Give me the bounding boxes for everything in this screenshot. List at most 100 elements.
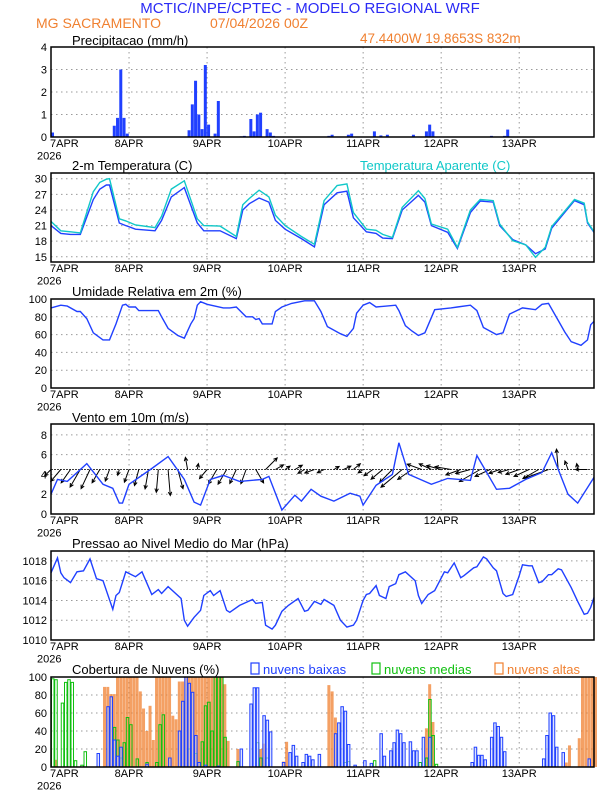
wind-arrow xyxy=(353,462,362,470)
wind-arrow xyxy=(357,469,364,474)
precip-bar xyxy=(116,117,120,137)
cloud-high-bar xyxy=(584,677,588,767)
x-tick-label: 10APR xyxy=(268,389,303,401)
precip-bar xyxy=(213,133,217,137)
cloud-high-bar xyxy=(112,694,116,767)
wind-arrow xyxy=(564,459,569,470)
cloud-low-bar xyxy=(499,736,504,768)
precip-bar xyxy=(330,134,334,137)
x-tick-label: 13APR xyxy=(502,389,537,401)
wind-arrow xyxy=(425,464,442,470)
x-tick-label: 11APR xyxy=(346,138,380,150)
wind-arrow xyxy=(363,469,374,477)
y-tick-label: 100 xyxy=(29,672,47,684)
cloud-mid-bar xyxy=(64,681,68,768)
cloud-mid-bar xyxy=(372,760,377,768)
wind-arrow xyxy=(370,469,384,480)
cloud-high-bar xyxy=(200,677,204,767)
x-tick-label: 11APR xyxy=(346,515,380,527)
precip-bar xyxy=(249,119,253,137)
cloud-low-bar xyxy=(587,758,591,768)
cloud-low-bar xyxy=(382,755,387,768)
cloud-high-bar xyxy=(129,677,133,767)
cloud-high-bar xyxy=(213,677,217,767)
y-tick-label: 0 xyxy=(41,762,47,774)
x-tick-label: 12APR xyxy=(424,389,459,401)
cloud-high-bar xyxy=(194,677,198,767)
wind-arrow xyxy=(513,469,530,477)
cloud-high-bar xyxy=(431,722,435,767)
precip-bar xyxy=(259,112,263,137)
wind-arrow xyxy=(217,469,228,486)
cloud-legend-mid: nuvens medias xyxy=(371,662,472,677)
pressure-panel: 1010 1012 1014 1016 1018 7APR 8APR 9APR 10APR 11A… xyxy=(23,550,595,666)
cloud-high-bar xyxy=(174,719,178,767)
cloud-high-bar xyxy=(330,691,334,767)
cloud-low-bar xyxy=(177,730,182,768)
x-tick-label: 8APR xyxy=(115,768,144,780)
x-year-label: 2026 xyxy=(37,151,61,163)
x-year-label: 2026 xyxy=(37,402,61,414)
wind-arrow xyxy=(497,469,510,474)
humidity-line xyxy=(50,300,595,347)
cloud-low-bar xyxy=(294,755,299,768)
cloud-low-bar xyxy=(548,712,552,768)
plot-frame xyxy=(50,172,595,263)
wind-arrow xyxy=(284,465,291,470)
y-tick-label: 1010 xyxy=(23,635,47,647)
cloud-low-bar xyxy=(346,744,351,768)
cloud-low-bar xyxy=(265,719,270,768)
x-tick-label: 8APR xyxy=(115,641,144,653)
cloud-low-bar xyxy=(252,687,257,768)
legend-swatch-mid xyxy=(371,662,381,675)
cloud-high-bar xyxy=(203,677,207,767)
y-tick-label: 0 xyxy=(41,509,47,521)
cloud-high-bar xyxy=(125,677,129,767)
y-tick-label: 21 xyxy=(35,221,47,233)
cloud-high-bar xyxy=(577,738,581,767)
wind-arrow xyxy=(380,469,403,488)
cloud-low-bar xyxy=(255,687,260,768)
cloud-high-bar xyxy=(197,677,201,767)
x-tick-label: 8APR xyxy=(115,138,144,150)
legend-swatch-high xyxy=(494,662,504,675)
cloud-high-bar xyxy=(216,677,220,767)
wind-vectors xyxy=(43,448,594,497)
cloud-mid-bar xyxy=(54,679,58,768)
cloud-low-bar xyxy=(311,759,315,768)
cloud-legend-high: nuvens altas xyxy=(494,662,580,677)
wind-arrow xyxy=(487,469,500,475)
cloud-low-bar xyxy=(109,696,114,768)
y-tick-label: 1 xyxy=(41,110,47,122)
precip-bar xyxy=(190,104,194,137)
y-tick-label: 80 xyxy=(35,312,47,324)
x-tick-label: 8APR xyxy=(115,263,144,275)
cloud-mid-bar xyxy=(73,760,78,768)
cloud-low-bar xyxy=(337,722,341,768)
y-tick-label: 60 xyxy=(35,708,47,720)
x-tick-label: 7APR xyxy=(50,263,79,275)
cloud-high-bar xyxy=(564,762,568,767)
temperature-panel: 15 18 21 24 27 30 7APR 8APR 9APR 10APR 11APR 12APR 1… xyxy=(35,172,595,288)
x-tick-label: 10APR xyxy=(268,515,303,527)
cloud-legend-low: nuvens baixas xyxy=(250,662,347,677)
precip-bar xyxy=(265,129,269,137)
x-tick-label: 7APR xyxy=(50,768,79,780)
cloud-low-bar xyxy=(493,722,497,768)
precip-bar xyxy=(379,135,383,137)
x-tick-label: 9APR xyxy=(193,263,222,275)
x-tick-label: 11APR xyxy=(346,389,380,401)
cloud-low-bar xyxy=(116,755,120,768)
precip-bar xyxy=(207,124,211,137)
wind-arrow xyxy=(177,469,185,490)
cloud-high-bar xyxy=(158,677,162,767)
cloud-low-bar xyxy=(398,733,403,768)
wind-arrow xyxy=(574,467,588,472)
y-tick-label: 0 xyxy=(41,132,47,144)
wind-arrow xyxy=(255,469,265,484)
plot-frame xyxy=(50,550,595,641)
cloud-low-bar xyxy=(363,760,367,768)
cloud-low-bar xyxy=(483,759,487,768)
wind-arrow xyxy=(43,469,52,477)
cloud-high-bar xyxy=(207,677,211,767)
